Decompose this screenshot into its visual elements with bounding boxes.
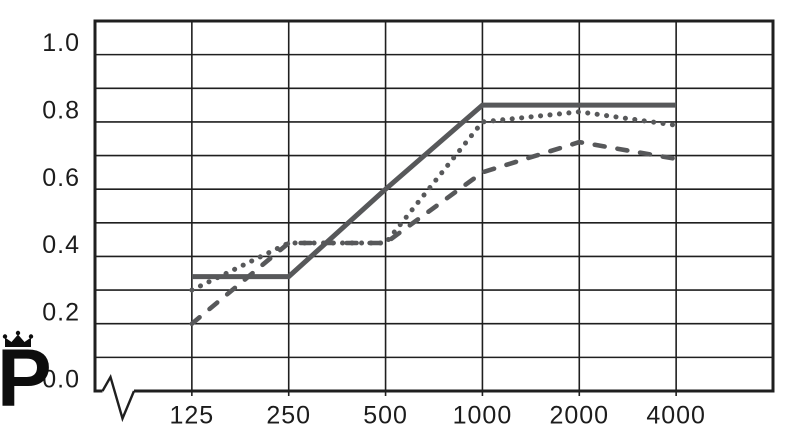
y-axis-label: 0.4	[42, 231, 80, 259]
logo-letter: P	[0, 333, 52, 424]
x-axis-label: 1000	[453, 402, 513, 430]
y-axis-label: 0.0	[42, 366, 80, 394]
y-axis-label: 1.0	[42, 29, 80, 57]
axis-labels: 1.0 0.8 0.6 0.4 0.2 0.0 125 250 500 1000 2000 4000	[42, 29, 706, 430]
axis-break-mark	[101, 373, 136, 423]
x-axis-label: 2000	[549, 402, 609, 430]
x-axis-label: 250	[266, 402, 311, 430]
y-axis-label: 0.8	[42, 97, 80, 125]
axis-frame	[93, 19, 775, 393]
series-group	[189, 102, 679, 327]
x-axis-label: 500	[363, 402, 408, 430]
x-axis-label: 4000	[646, 402, 706, 430]
plot-border	[93, 19, 775, 423]
publisher-logo: P	[0, 330, 52, 424]
crown-icon	[2, 330, 34, 347]
dotted-series-line	[189, 109, 679, 293]
dashed-series-line	[189, 139, 679, 327]
y-axis-label: 0.2	[42, 298, 80, 326]
solid-series-line	[191, 102, 677, 280]
y-axis-label: 0.6	[42, 164, 80, 192]
grid	[95, 21, 773, 396]
x-axis-label: 125	[169, 402, 214, 430]
